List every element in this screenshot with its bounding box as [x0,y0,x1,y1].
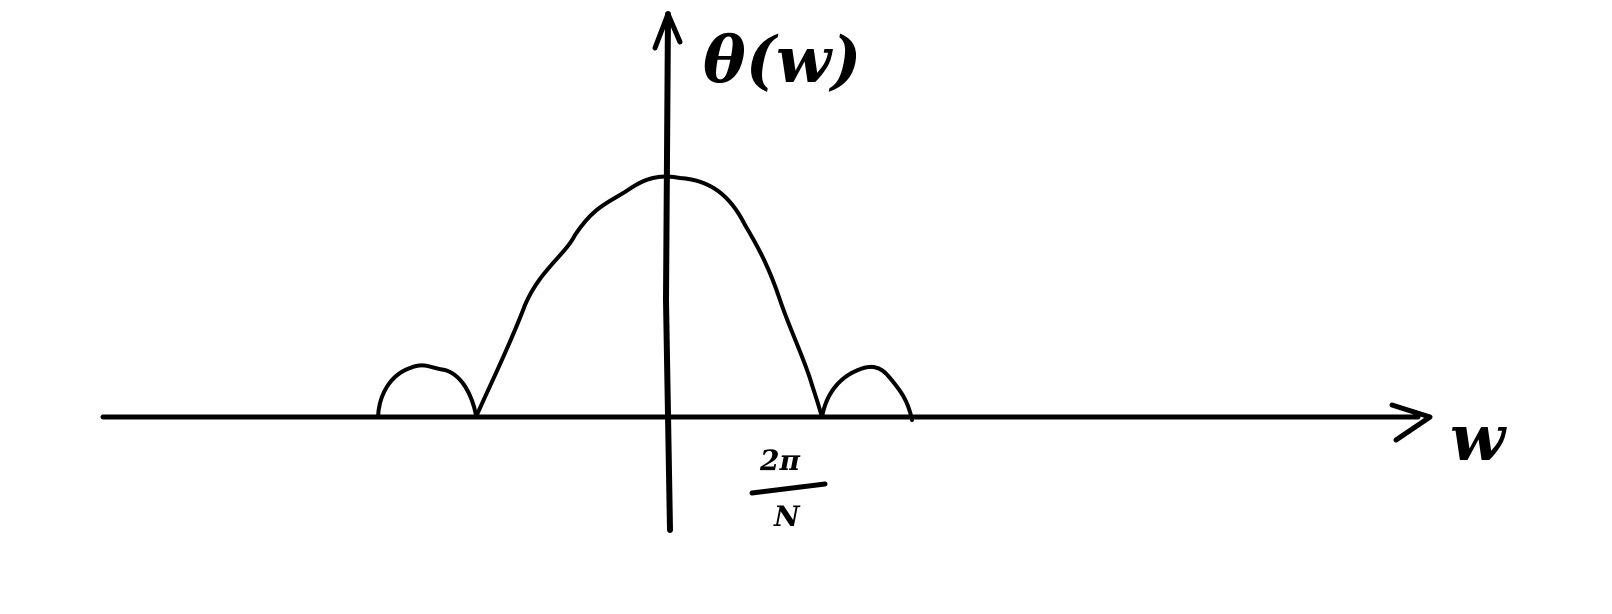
left-side-lobe-curve [376,363,478,419]
tick-label-numerator: 2π [759,444,800,477]
y-axis-arrowhead [652,11,683,51]
x-axis-label: w [1450,401,1507,476]
tick-label-fraction-bar [749,481,828,496]
y-axis-line [662,11,673,533]
main-lobe-curve [474,174,824,419]
y-axis-label: θ(w) [703,23,861,98]
tick-label-denominator: N [773,500,801,533]
x-axis-arrowhead [1389,402,1433,443]
right-side-lobe-curve [820,364,914,422]
